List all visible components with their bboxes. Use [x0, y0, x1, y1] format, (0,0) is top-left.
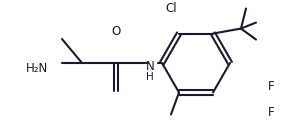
- Text: H: H: [146, 72, 154, 82]
- Text: H₂N: H₂N: [26, 61, 48, 75]
- Text: O: O: [111, 25, 121, 38]
- Text: F: F: [268, 80, 274, 93]
- Text: N: N: [146, 61, 154, 73]
- Text: Cl: Cl: [165, 2, 177, 15]
- Text: F: F: [268, 106, 274, 119]
